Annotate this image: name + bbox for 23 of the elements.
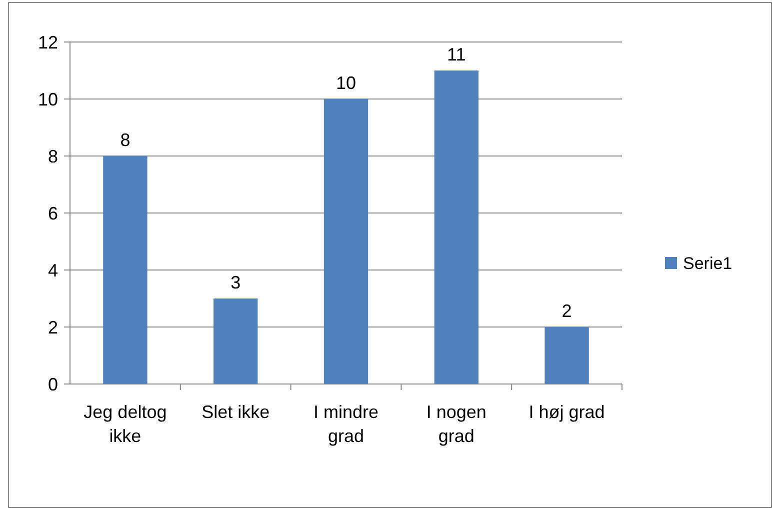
bar [214,298,258,384]
x-tick-label: I høj grad [528,402,605,422]
bar [544,327,589,384]
data-label: 10 [336,73,356,93]
y-tick-label: 6 [48,203,58,224]
legend-label: Serie1 [683,254,732,273]
y-tick-label: 12 [38,32,58,52]
x-tick-label: Slet ikke [202,402,270,422]
data-label: 11 [447,44,466,64]
data-label: 3 [230,272,241,292]
x-tick-label: I mindre grad [313,402,379,446]
bar [103,156,148,384]
bar [324,99,368,384]
y-tick-label: 4 [48,260,58,280]
x-tick-label: I nogen grad [426,402,486,446]
y-tick-label: 2 [48,317,58,338]
y-tick-label: 10 [38,89,58,110]
data-label: 8 [120,130,130,150]
x-tick-label: Jeg deltog ikke [84,402,167,446]
data-label: 2 [562,301,572,321]
y-tick-label: 0 [48,374,58,394]
y-tick-label: 8 [48,146,58,166]
bar [434,70,478,384]
